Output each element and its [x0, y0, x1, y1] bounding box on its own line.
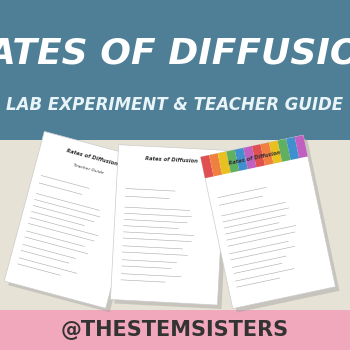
Bar: [0, 0, 350, 140]
Polygon shape: [269, 141, 282, 164]
Bar: [0, 140, 350, 310]
Polygon shape: [295, 135, 308, 158]
Polygon shape: [243, 146, 257, 169]
Text: Rates of Diffusion: Rates of Diffusion: [228, 150, 281, 166]
Text: @THESTEMSISTERS: @THESTEMSISTERS: [61, 320, 289, 340]
Text: RATES OF DIFFUSION: RATES OF DIFFUSION: [0, 36, 350, 70]
Polygon shape: [209, 153, 222, 176]
Polygon shape: [201, 155, 214, 178]
Polygon shape: [8, 135, 150, 312]
Polygon shape: [278, 139, 290, 162]
Polygon shape: [226, 150, 239, 173]
Polygon shape: [286, 137, 299, 160]
Polygon shape: [218, 152, 231, 175]
Polygon shape: [4, 132, 146, 308]
Polygon shape: [252, 144, 265, 167]
Text: LAB EXPERIMENT & TEACHER GUIDE: LAB EXPERIMENT & TEACHER GUIDE: [6, 96, 344, 114]
Bar: [0, 310, 350, 350]
Polygon shape: [201, 135, 335, 309]
Text: Teacher Guide: Teacher Guide: [73, 163, 104, 175]
Polygon shape: [260, 142, 273, 166]
Polygon shape: [114, 149, 230, 309]
Polygon shape: [111, 145, 225, 305]
Polygon shape: [235, 148, 248, 171]
Text: Rates of Diffusion: Rates of Diffusion: [66, 148, 118, 166]
Polygon shape: [204, 139, 340, 313]
Text: Rates of Diffusion: Rates of Diffusion: [145, 156, 198, 164]
